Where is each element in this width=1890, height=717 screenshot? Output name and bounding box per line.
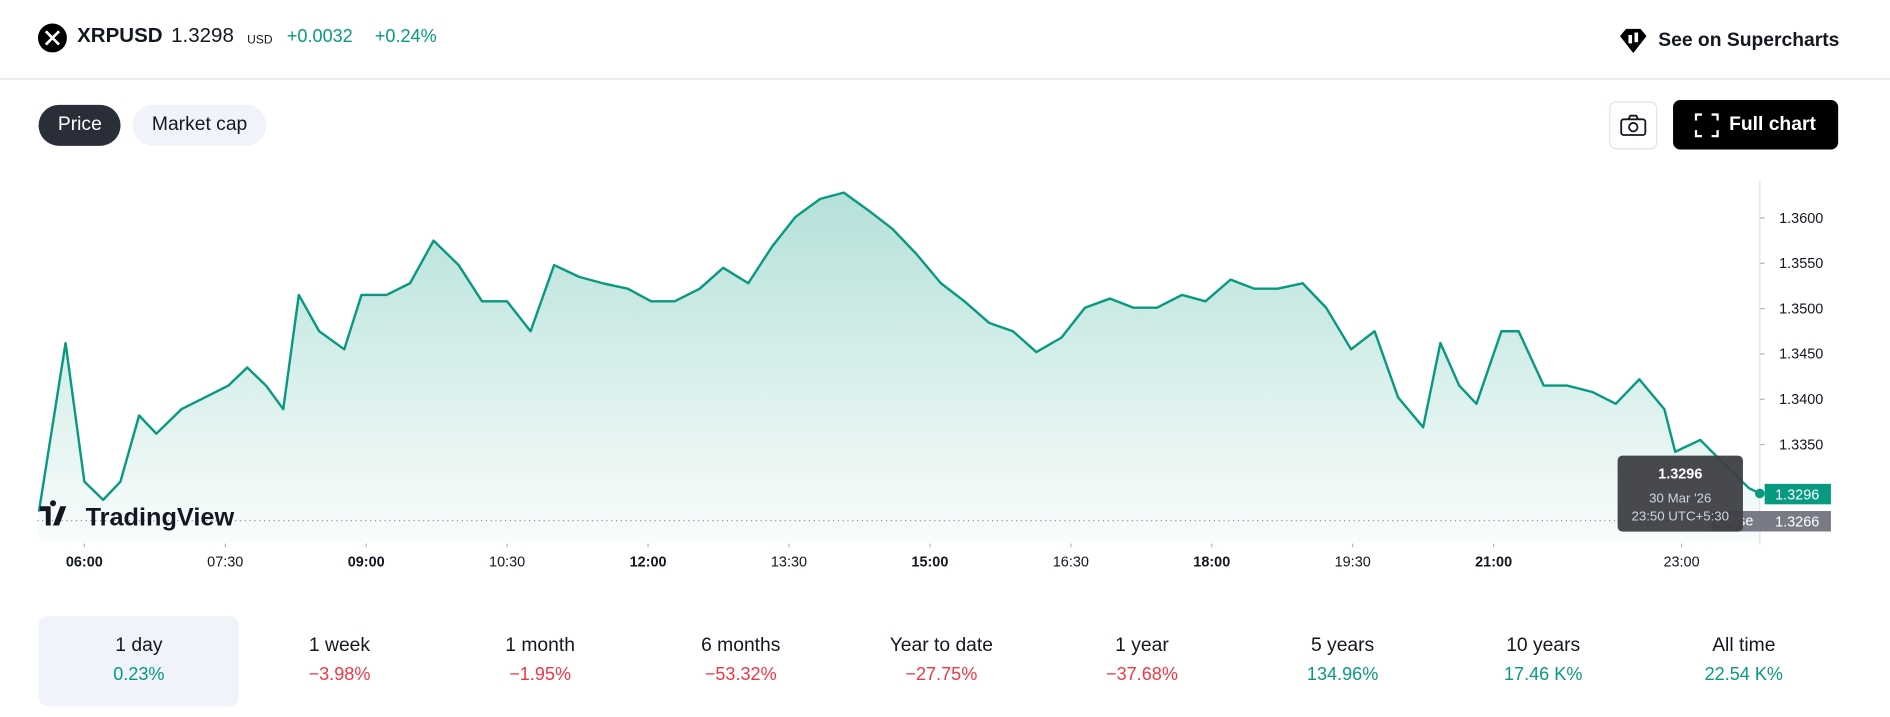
period-label[interactable]: All time [1712, 635, 1776, 656]
period-label[interactable]: 1 week [308, 635, 371, 656]
logo-mark [39, 500, 67, 526]
period-change: −1.95% [509, 664, 572, 685]
y-tick-label: 1.3600 [1779, 211, 1823, 227]
period-selector: 1 day 0.23% 1 week −3.98% 1 month −1.95% 6 mon… [38, 615, 1845, 707]
logo-text: TradingView [86, 504, 235, 532]
x-tick-label: 10:30 [489, 555, 525, 571]
x-tick-label: 07:30 [207, 555, 243, 571]
period-label[interactable]: 1 day [115, 635, 163, 656]
period-button[interactable]: 1 year −37.68% [1042, 616, 1243, 706]
period-button[interactable]: 1 day 0.23% [38, 615, 240, 707]
x-tick-label: 15:00 [911, 555, 948, 571]
period-change: 0.23% [113, 664, 165, 685]
symbol: XRPUSD [77, 24, 163, 48]
period-change: −53.32% [704, 664, 777, 685]
x-tick-label: 23:00 [1663, 555, 1699, 571]
y-tick-label: 1.3350 [1779, 437, 1823, 453]
period-change: −27.75% [905, 664, 978, 685]
period-button[interactable]: Year to date −27.75% [841, 616, 1042, 706]
tab[interactable]: Price [38, 104, 122, 146]
link-text[interactable]: See on Supercharts [1658, 30, 1840, 51]
tooltip-box [1617, 455, 1743, 532]
period-button[interactable]: All time 22.54 K% [1644, 616, 1845, 706]
price-line [37, 191, 1761, 512]
tooltip-time: 23:50 UTC+5:30 [1631, 509, 1729, 524]
period-button[interactable]: 1 week −3.98% [239, 616, 440, 706]
expand-icon [1695, 112, 1720, 137]
x-tick-label: 09:00 [348, 555, 385, 571]
period-button[interactable]: 10 years 17.46 K% [1443, 616, 1644, 706]
x-tick-label: 21:00 [1475, 555, 1512, 571]
symbol-logo [37, 23, 67, 53]
period-button[interactable]: 5 years 134.96% [1242, 616, 1443, 706]
last-price-badge [1764, 483, 1831, 505]
tooltip-date: 30 Mar '26 [1649, 491, 1711, 506]
currency: USD [247, 33, 273, 48]
snapshot-button[interactable] [1609, 101, 1658, 150]
supercharts-icon [1619, 28, 1647, 54]
tab[interactable]: Market cap [132, 104, 267, 146]
price-area [38, 192, 1760, 543]
period-label[interactable]: 1 month [505, 635, 575, 656]
y-tick-label: 1.3400 [1779, 392, 1823, 408]
y-tick-label: 1.3500 [1779, 301, 1823, 317]
change: +0.0032 [286, 26, 353, 48]
period-button[interactable]: 6 months −53.32% [640, 616, 841, 706]
x-tick-label: 12:00 [630, 555, 667, 571]
close-value-badge [1764, 511, 1831, 532]
change-percent: +0.24% [374, 26, 437, 48]
divider [0, 78, 1890, 80]
period-change: 134.96% [1306, 664, 1379, 685]
tradingview-logo: TradingView [39, 500, 235, 532]
y-tick-label: 1.3550 [1779, 256, 1823, 272]
period-label[interactable]: 1 year [1115, 635, 1169, 656]
period-change: −3.98% [308, 664, 371, 685]
x-tick-label: 06:00 [66, 555, 103, 571]
chart: 1.3350 1.3400 1.3450 1.3500 1.3550 1.3600 06:0… [37, 180, 1831, 571]
period-change: 22.54 K% [1704, 664, 1784, 685]
tooltip-value: 1.3296 [1658, 467, 1702, 483]
price: 1.3298 [171, 24, 234, 48]
camera-icon [1620, 114, 1647, 136]
period-label[interactable]: Year to date [889, 635, 993, 656]
y-tick-label: 1.3450 [1779, 347, 1823, 363]
period-change: 17.46 K% [1503, 664, 1583, 685]
period-button[interactable]: 1 month −1.95% [440, 616, 641, 706]
last-point [1755, 488, 1765, 499]
last-price-label: 1.3296 [1775, 487, 1819, 503]
period-label[interactable]: 10 years [1506, 635, 1581, 656]
x-tick-label: 16:30 [1053, 555, 1089, 571]
supercharts-link[interactable]: See on Supercharts [1617, 27, 1839, 56]
button-text[interactable]: Full chart [1729, 113, 1816, 135]
period-label[interactable]: 6 months [701, 635, 781, 656]
period-change: −37.68% [1106, 664, 1178, 685]
x-tick-label: 19:30 [1335, 555, 1371, 571]
full-chart-button[interactable]: Full chart [1673, 100, 1839, 150]
x-tick-label: 13:30 [771, 555, 807, 571]
x-tick-label: 18:00 [1193, 555, 1230, 571]
period-label[interactable]: 5 years [1310, 635, 1375, 656]
tooltip: 1.3296 30 Mar '26 23:50 UTC+5:30 [1617, 455, 1743, 532]
close-value: 1.3266 [1775, 515, 1819, 531]
